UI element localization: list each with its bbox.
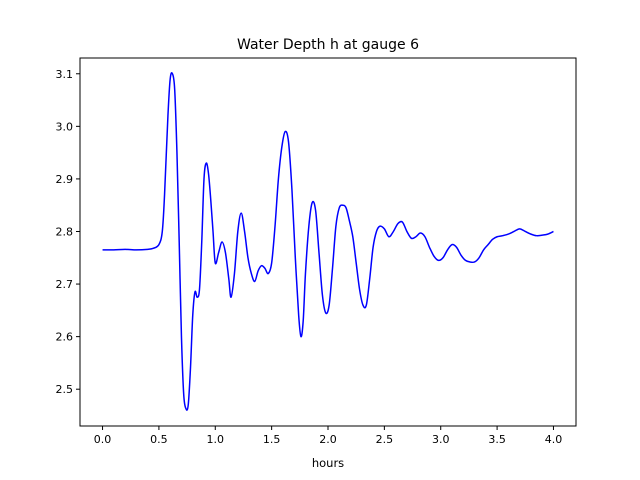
x-axis: 0.0 0.5 1.0 1.5 2.0 2.5 3.0 3.5 4.0 bbox=[94, 426, 562, 446]
x-tick-label: 2.0 bbox=[319, 433, 337, 446]
plot-area-frame bbox=[79, 57, 577, 427]
y-tick-label: 2.6 bbox=[56, 331, 74, 344]
x-tick-label: 0.0 bbox=[94, 433, 112, 446]
y-tick-label: 2.9 bbox=[56, 173, 74, 186]
y-tick-label: 2.5 bbox=[56, 383, 74, 396]
y-tick-label: 3.1 bbox=[56, 68, 74, 81]
y-tick-label: 3.0 bbox=[56, 120, 74, 133]
y-tick-label: 2.8 bbox=[56, 225, 74, 238]
x-tick-label: 1.5 bbox=[263, 433, 281, 446]
series-line-water-depth bbox=[102, 72, 554, 411]
x-tick-label: 3.0 bbox=[432, 433, 450, 446]
x-tick-label: 2.5 bbox=[376, 433, 394, 446]
x-tick-label: 4.0 bbox=[545, 433, 563, 446]
y-tick-label: 2.7 bbox=[56, 278, 74, 291]
x-tick-label: 1.0 bbox=[207, 433, 225, 446]
x-tick-label: 0.5 bbox=[150, 433, 168, 446]
x-tick-label: 3.5 bbox=[488, 433, 506, 446]
chart-title: Water Depth h at gauge 6 bbox=[237, 37, 419, 53]
y-axis: 2.5 2.6 2.7 2.8 2.9 3.0 3.1 bbox=[56, 68, 80, 396]
x-axis-label: hours bbox=[312, 456, 344, 470]
